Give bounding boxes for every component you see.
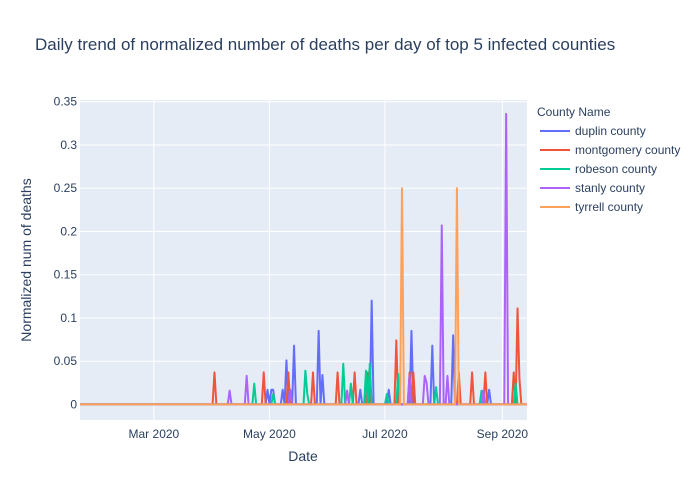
y-tick-label: 0.15 [54,268,78,282]
x-tick-label: May 2020 [243,427,296,441]
legend-label: montgomery county [575,143,680,157]
legend-item[interactable]: robeson county [540,162,657,176]
legend-label: tyrrell county [575,200,643,214]
x-tick-label: Mar 2020 [129,427,180,441]
y-tick-label: 0 [70,397,77,411]
legend-title: County Name [537,105,611,119]
y-tick-label: 0.2 [60,224,77,238]
legend-label: stanly county [575,181,645,195]
y-tick-label: 0.3 [60,138,77,152]
y-tick-label: 0.35 [54,95,78,109]
y-tick-label: 0.25 [54,181,78,195]
legend-item[interactable]: duplin county [540,124,646,138]
plot-area[interactable] [80,100,527,420]
legend-item[interactable]: tyrrell county [540,200,643,214]
y-axis-title: Normalized num of deaths [18,178,34,341]
y-tick-label: 0.05 [54,354,78,368]
series-lines [80,112,527,406]
legend[interactable]: County Name duplin county montgomery coun… [537,105,680,214]
chart-title: Daily trend of normalized number of deat… [35,35,615,54]
x-tick-label: Sep 2020 [477,427,529,441]
legend-label: duplin county [575,124,646,138]
legend-item[interactable]: montgomery county [540,143,680,157]
series-line-tyrrell-county[interactable] [80,187,527,406]
legend-label: robeson county [575,162,657,176]
x-axis-title: Date [288,448,318,464]
axis-ticks: Mar 2020 May 2020 Jul 2020 Sep 2020 0 0.05 0.1… [54,95,529,441]
y-tick-label: 0.1 [60,311,77,325]
legend-item[interactable]: stanly county [540,181,645,195]
x-tick-label: Jul 2020 [362,427,408,441]
series-line-montgomery-county[interactable] [80,307,527,406]
